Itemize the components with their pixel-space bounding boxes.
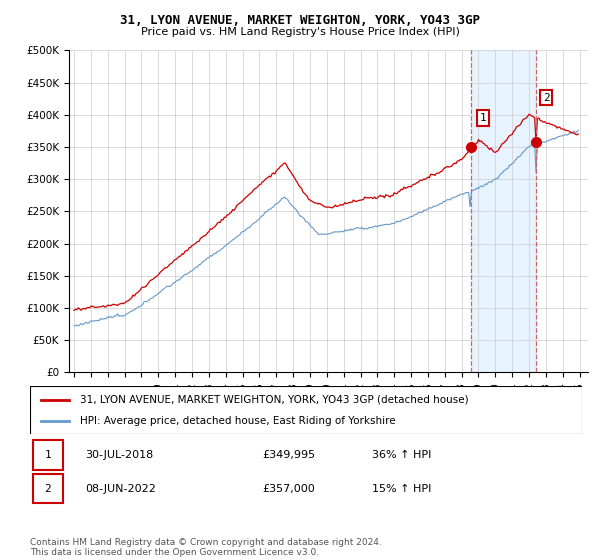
Bar bbox=[472, 50, 536, 372]
Text: Price paid vs. HM Land Registry's House Price Index (HPI): Price paid vs. HM Land Registry's House … bbox=[140, 27, 460, 37]
FancyBboxPatch shape bbox=[30, 386, 582, 434]
Text: 31, LYON AVENUE, MARKET WEIGHTON, YORK, YO43 3GP: 31, LYON AVENUE, MARKET WEIGHTON, YORK, … bbox=[120, 14, 480, 27]
Text: 1: 1 bbox=[480, 113, 487, 123]
Text: 30-JUL-2018: 30-JUL-2018 bbox=[85, 450, 154, 460]
Text: £349,995: £349,995 bbox=[262, 450, 315, 460]
Text: Contains HM Land Registry data © Crown copyright and database right 2024.
This d: Contains HM Land Registry data © Crown c… bbox=[30, 538, 382, 557]
Text: £357,000: £357,000 bbox=[262, 484, 314, 493]
Text: 1: 1 bbox=[44, 450, 51, 460]
Text: HPI: Average price, detached house, East Riding of Yorkshire: HPI: Average price, detached house, East… bbox=[80, 416, 395, 426]
Text: 15% ↑ HPI: 15% ↑ HPI bbox=[372, 484, 431, 493]
Text: 36% ↑ HPI: 36% ↑ HPI bbox=[372, 450, 431, 460]
FancyBboxPatch shape bbox=[33, 440, 63, 469]
Text: 2: 2 bbox=[44, 484, 51, 493]
FancyBboxPatch shape bbox=[33, 474, 63, 503]
Text: 08-JUN-2022: 08-JUN-2022 bbox=[85, 484, 156, 493]
Text: 2: 2 bbox=[543, 92, 550, 102]
Text: 31, LYON AVENUE, MARKET WEIGHTON, YORK, YO43 3GP (detached house): 31, LYON AVENUE, MARKET WEIGHTON, YORK, … bbox=[80, 395, 469, 405]
